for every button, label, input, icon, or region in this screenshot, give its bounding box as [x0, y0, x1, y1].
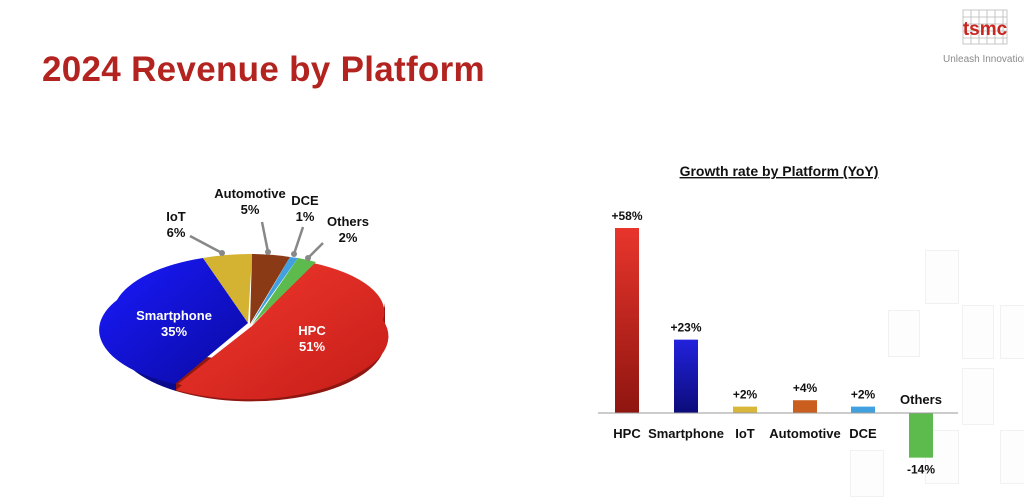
pie-label-hpc: HPC	[298, 323, 326, 338]
leader-line-dce	[292, 226, 305, 255]
brand-tagline: Unleash Innovation	[943, 54, 1024, 65]
bar-category-automotive: Automotive	[769, 426, 841, 441]
tsmc-logo-icon: tsmc	[962, 9, 1008, 45]
bar-series	[615, 228, 933, 458]
background-grid-square	[850, 450, 884, 497]
bar-chart: Growth rate by Platform (YoY) +58% HPC +23…	[598, 163, 958, 477]
background-grid-square	[962, 368, 994, 425]
bar-value-smartphone: +23%	[670, 321, 701, 335]
bar-category-others: Others	[900, 392, 942, 407]
bar-iot	[733, 406, 757, 413]
leader-line-others	[307, 242, 324, 259]
pie-slice-smartphone	[99, 258, 249, 384]
pie-value-dce: 1%	[296, 209, 315, 224]
bar-value-automotive: +4%	[793, 381, 818, 395]
pie-slice-iot	[203, 253, 252, 323]
pie-slice-automotive	[250, 254, 290, 324]
background-grid-square	[962, 305, 994, 359]
brand-logo: tsmc Unleash Innovation	[935, 6, 1024, 66]
bar-dce	[851, 406, 875, 413]
background-grid-square	[925, 250, 959, 304]
pie-label-automotive: Automotive	[214, 186, 286, 201]
bar-value-dce: +2%	[851, 388, 876, 402]
bar-category-dce: DCE	[849, 426, 877, 441]
pie-value-automotive: 5%	[241, 202, 260, 217]
pie-value-smartphone: 35%	[161, 324, 187, 339]
bar-value-others: -14%	[907, 463, 935, 477]
bar-category-hpc: HPC	[613, 426, 641, 441]
bar-smartphone	[674, 339, 698, 413]
bar-others	[909, 413, 933, 458]
pie-chart: HPC 51% Smartphone 35% IoT 6% Automotive…	[99, 186, 389, 402]
pie-label-smartphone: Smartphone	[136, 308, 212, 323]
background-grid-square	[888, 310, 920, 357]
bar-hpc	[615, 228, 639, 413]
bar-value-iot: +2%	[733, 388, 758, 402]
pie-value-others: 2%	[339, 230, 358, 245]
slide-title: 2024 Revenue by Platform	[42, 50, 485, 89]
bar-value-hpc: +58%	[611, 209, 642, 223]
bar-category-iot: IoT	[735, 426, 755, 441]
bar-category-smartphone: Smartphone	[648, 426, 724, 441]
pie-slice-hpc-top	[178, 263, 389, 395]
background-grid-square	[1000, 305, 1024, 359]
leader-line-iot	[189, 234, 223, 255]
pie-value-hpc: 51%	[299, 339, 325, 354]
pie-value-iot: 6%	[167, 225, 186, 240]
bar-automotive	[793, 400, 817, 413]
pie-slice-others	[252, 258, 316, 325]
leader-line-automotive	[260, 221, 270, 253]
pie-slice-dce	[251, 257, 298, 324]
background-grid-square	[1000, 430, 1024, 484]
pie-label-iot: IoT	[166, 209, 186, 224]
logo-text: tsmc	[963, 19, 1008, 40]
pie-label-dce: DCE	[291, 193, 319, 208]
bar-labels: +58% HPC +23% Smartphone +2% IoT +4% Automotive…	[611, 209, 941, 477]
bar-chart-title: Growth rate by Platform (YoY)	[680, 163, 879, 179]
pie-label-others: Others	[327, 214, 369, 229]
